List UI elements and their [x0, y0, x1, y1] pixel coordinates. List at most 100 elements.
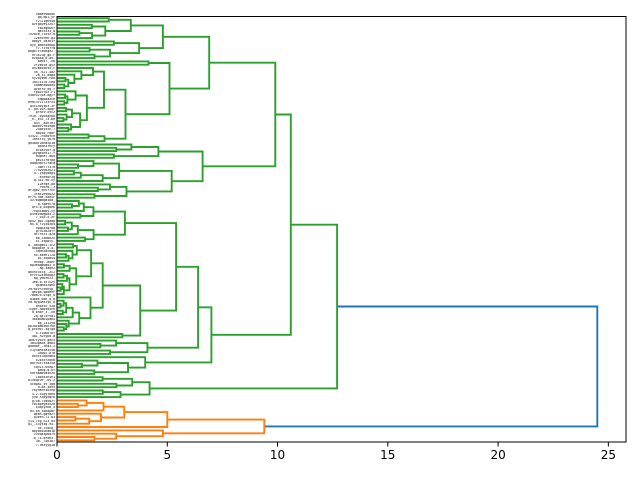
- leaf-label: gq-dp1_yr: [37, 16, 55, 20]
- leaf-label: 5x-7cbcg_: [37, 426, 55, 430]
- leaf-label: cqqpda2ce: [37, 97, 55, 101]
- leaf-label: rb54g66hf: [37, 26, 55, 30]
- leaf-label: hx-eeeh1720: [33, 253, 55, 257]
- leaf-label: qecc5z3_8: [37, 29, 55, 33]
- leaf-label: h0rhbad9d5hzx: [30, 372, 55, 376]
- leaf-label: _r96rb._3: [37, 185, 55, 189]
- leaf-label: pe2z2rdfpg: [35, 158, 55, 162]
- leaf-label: g048qr28hdcp1b: [28, 141, 55, 145]
- leaf-label: q_pxx967-4q7ga: [28, 328, 55, 332]
- leaf-label: 7cg6r-h86505ce: [28, 307, 55, 311]
- x-axis-tick-label: 5: [163, 448, 171, 462]
- root-link: [264, 305, 599, 428]
- leaf-label: 1ahcfzy_y67d: [31, 138, 55, 142]
- leaf-label: 659ezd0gp84-2: [30, 213, 55, 217]
- leaf-label: d4phe7-d60: [35, 155, 55, 159]
- leaf-label: d._ab5ge61-4cz: [28, 243, 55, 247]
- leaf-label: 7bba76-07qh_d: [30, 294, 55, 298]
- leaf-label: g74b-7zd002f: [31, 399, 55, 403]
- leaf-label: pfhc9.x9c2: [35, 111, 55, 115]
- leaf-label: 9pppzzgr0a: [35, 226, 55, 230]
- leaf-label: _h-_e32_7z.6e: [30, 118, 55, 122]
- leaf-label: er75.5de.x8e5r: [28, 196, 55, 200]
- leaf-label: zd.0yg3ax3y6_8: [28, 301, 55, 305]
- leaf-label: 7_01p-4-xr: [35, 216, 55, 220]
- leaf-label: 2q.q47xr9q1: [33, 314, 55, 318]
- green-cluster-links: [57, 17, 339, 399]
- orange-cluster-links: [57, 399, 266, 442]
- leaf-label: .ag.4ag92: [37, 267, 55, 271]
- leaf-label: 8x5zz3cphbb4: [31, 355, 55, 359]
- leaf-label: 7cq45bd0y.yy: [31, 209, 55, 213]
- leaf-label: zd78zzh7d9hyp_: [28, 287, 55, 291]
- leaf-label: qe6h-gq9dzf: [33, 413, 55, 417]
- leaf-label: pp38c886x6hfh8: [28, 324, 55, 328]
- leaf-label: 092bbx569x-r: [31, 67, 55, 71]
- leaf-label: 7-98xyyg1b: [35, 443, 55, 447]
- leaf-label: y90_hcbyeqr8: [31, 396, 55, 400]
- leaf-label: 4-f206876f: [35, 331, 55, 335]
- leaf-label: 5h_-621.4az: [33, 70, 55, 74]
- leaf-label: 2b_zc_adga: [35, 74, 55, 78]
- leaf-label: r6y9a9f46zhp: [31, 389, 55, 393]
- leaf-label: 65_xxpb44: [37, 257, 55, 261]
- leaf-label: 4--pd-01h-4pqr: [28, 107, 55, 111]
- leaf-label: 843__a5h701: [33, 121, 55, 125]
- leaf-label: d8f95c7z5a250: [30, 362, 55, 366]
- leaf-label: 8yy_b6eh4e68p: [30, 43, 55, 47]
- leaf-label: q4p6e_6bh_0_b: [30, 297, 55, 301]
- leaf-label: f7.r3f0ffa: [35, 46, 55, 50]
- leaf-label: 3b43gac8_qeb5: [30, 341, 55, 345]
- leaf-label: 16yqech917.f: [31, 152, 55, 156]
- leaf-label: -8_74.qre65.: [31, 436, 55, 440]
- leaf-label: z3zqx4p6p79: [33, 433, 55, 437]
- leaf-label: .4be77f37a: [35, 165, 55, 169]
- leaf-label: x2xxxfz8hb: [35, 358, 55, 362]
- leaf-label: 486a99860h: [35, 13, 55, 16]
- leaf-label: 12afge-pb: [37, 182, 55, 186]
- leaf-label: cq913-6xep7: [33, 365, 55, 369]
- leaf-label: bbpyf_cqz63f: [31, 40, 55, 44]
- leaf-label: y14_7cg_h23_a5: [28, 419, 55, 423]
- leaf-label: 3eb.b.zx7c2y: [31, 280, 55, 284]
- leaf-label: bp4e8qb0gb3_h: [30, 263, 55, 267]
- leaf-label: hy28yb96-c80: [31, 77, 55, 81]
- leaf-label: 350p2.e7b: [37, 352, 55, 356]
- x-axis-tick-label: 15: [380, 448, 395, 462]
- leaf-label: dr7f8r3.q2d: [33, 233, 55, 237]
- leaf-label: 3d475170-cep: [31, 80, 55, 84]
- leaf-label: zrze6ce-qyz: [33, 63, 55, 67]
- leaf-label: erzr424560pgz: [30, 274, 55, 278]
- leaf-labels: 486a99860h gq-dp1_yr f2721g6948 8zrg8yey22x…: [11, 13, 55, 447]
- leaf-label: qq_yd0r623-: [33, 277, 55, 281]
- leaf-label: b8y86616db1p: [31, 430, 55, 434]
- leaf-label: ab_3zbb8zx: [35, 236, 55, 240]
- leaf-label: 00pqxqf_0-4.: [31, 246, 55, 250]
- leaf-label: 6g_1312yb: [37, 321, 55, 325]
- leaf-label: 4b6892fb49qd: [31, 124, 55, 128]
- leaf-label: pa9g-q-hf: [37, 369, 55, 373]
- leaf-label: 24pey55h-7: [35, 128, 55, 132]
- x-axis-tick-label: 0: [53, 448, 61, 462]
- leaf-label: z1y3bhzxa3c5p: [30, 348, 55, 352]
- leaf-label: af3gb2_q9crfcc: [28, 189, 55, 193]
- leaf-label: 12bfbf66-g4: [33, 36, 55, 40]
- leaf-label: x4qcyc6b_5: [35, 406, 55, 410]
- leaf-label: .e3e9br3g: [37, 175, 55, 179]
- leaf-label: qzarfp_eg.f: [33, 87, 55, 91]
- leaf-label: g-rga9c7a: [37, 202, 55, 206]
- leaf-label: x4bc527pa.8gyf: [28, 94, 55, 98]
- leaf-label: -g3eeh-72-83: [31, 416, 55, 420]
- leaf-label: 53522--hc80fch: [28, 135, 55, 139]
- leaf-label: xc0pa1_x9_5ga: [30, 382, 55, 386]
- leaf-label: dbyxp_rgdr: [35, 131, 55, 135]
- leaf-label: g5c146yzp3-3r: [30, 104, 55, 108]
- plot-border: [56, 16, 627, 443]
- leaf-label: 466bda01pd84: [31, 318, 55, 322]
- leaf-label: 3pd7cy6c9-g0c5: [28, 338, 55, 342]
- leaf-label: 8rx-p_6xg8e6: [31, 206, 55, 210]
- leaf-label: ar4acy0f-g: [35, 148, 55, 152]
- x-axis-tick-label: 25: [601, 448, 616, 462]
